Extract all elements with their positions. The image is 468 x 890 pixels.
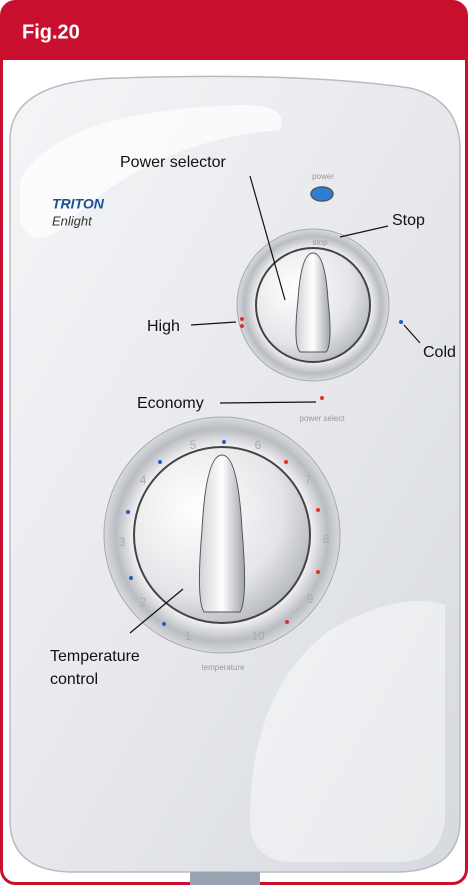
dot <box>158 460 162 464</box>
scale-number: 7 <box>305 473 312 487</box>
scale-number: 2 <box>140 595 147 609</box>
scale-number: 4 <box>140 473 147 487</box>
scale-number: 3 <box>119 535 126 549</box>
dot <box>240 324 244 328</box>
dot <box>399 320 403 324</box>
brand-model: Enlight <box>52 213 93 228</box>
dot <box>222 440 226 444</box>
scale-number: 5 <box>190 438 197 452</box>
callout: Power selector <box>120 154 226 171</box>
figure: Fig.20 TRITON Enlight power stop power s… <box>0 0 468 885</box>
stop-label: stop <box>312 238 328 247</box>
dot <box>126 510 130 514</box>
dot <box>284 460 288 464</box>
callout: Cold <box>423 344 456 361</box>
pipe <box>190 872 260 885</box>
scale-number: 10 <box>251 629 265 643</box>
power-select-label: power select <box>300 414 346 423</box>
scale-number: 6 <box>255 438 262 452</box>
callout: Temperature <box>50 648 140 665</box>
page: Fig.20 TRITON Enlight power stop power s… <box>0 0 468 885</box>
scale-number: 8 <box>323 532 330 546</box>
scale-number: 9 <box>307 592 314 606</box>
callout: Economy <box>137 395 204 412</box>
callout: Stop <box>392 212 425 229</box>
scale-number: 1 <box>185 629 192 643</box>
dot <box>285 620 289 624</box>
brand-name: TRITON <box>52 196 105 212</box>
temperature-label: temperature <box>201 663 245 672</box>
dot <box>316 508 320 512</box>
dot <box>316 570 320 574</box>
callout: High <box>147 318 180 335</box>
dot <box>240 317 244 321</box>
power-light <box>311 187 333 201</box>
power-label: power <box>312 172 334 181</box>
dot <box>162 622 166 626</box>
dot <box>129 576 133 580</box>
figure-title: Fig.20 <box>22 21 80 43</box>
dot <box>320 396 324 400</box>
callout: control <box>50 671 98 688</box>
